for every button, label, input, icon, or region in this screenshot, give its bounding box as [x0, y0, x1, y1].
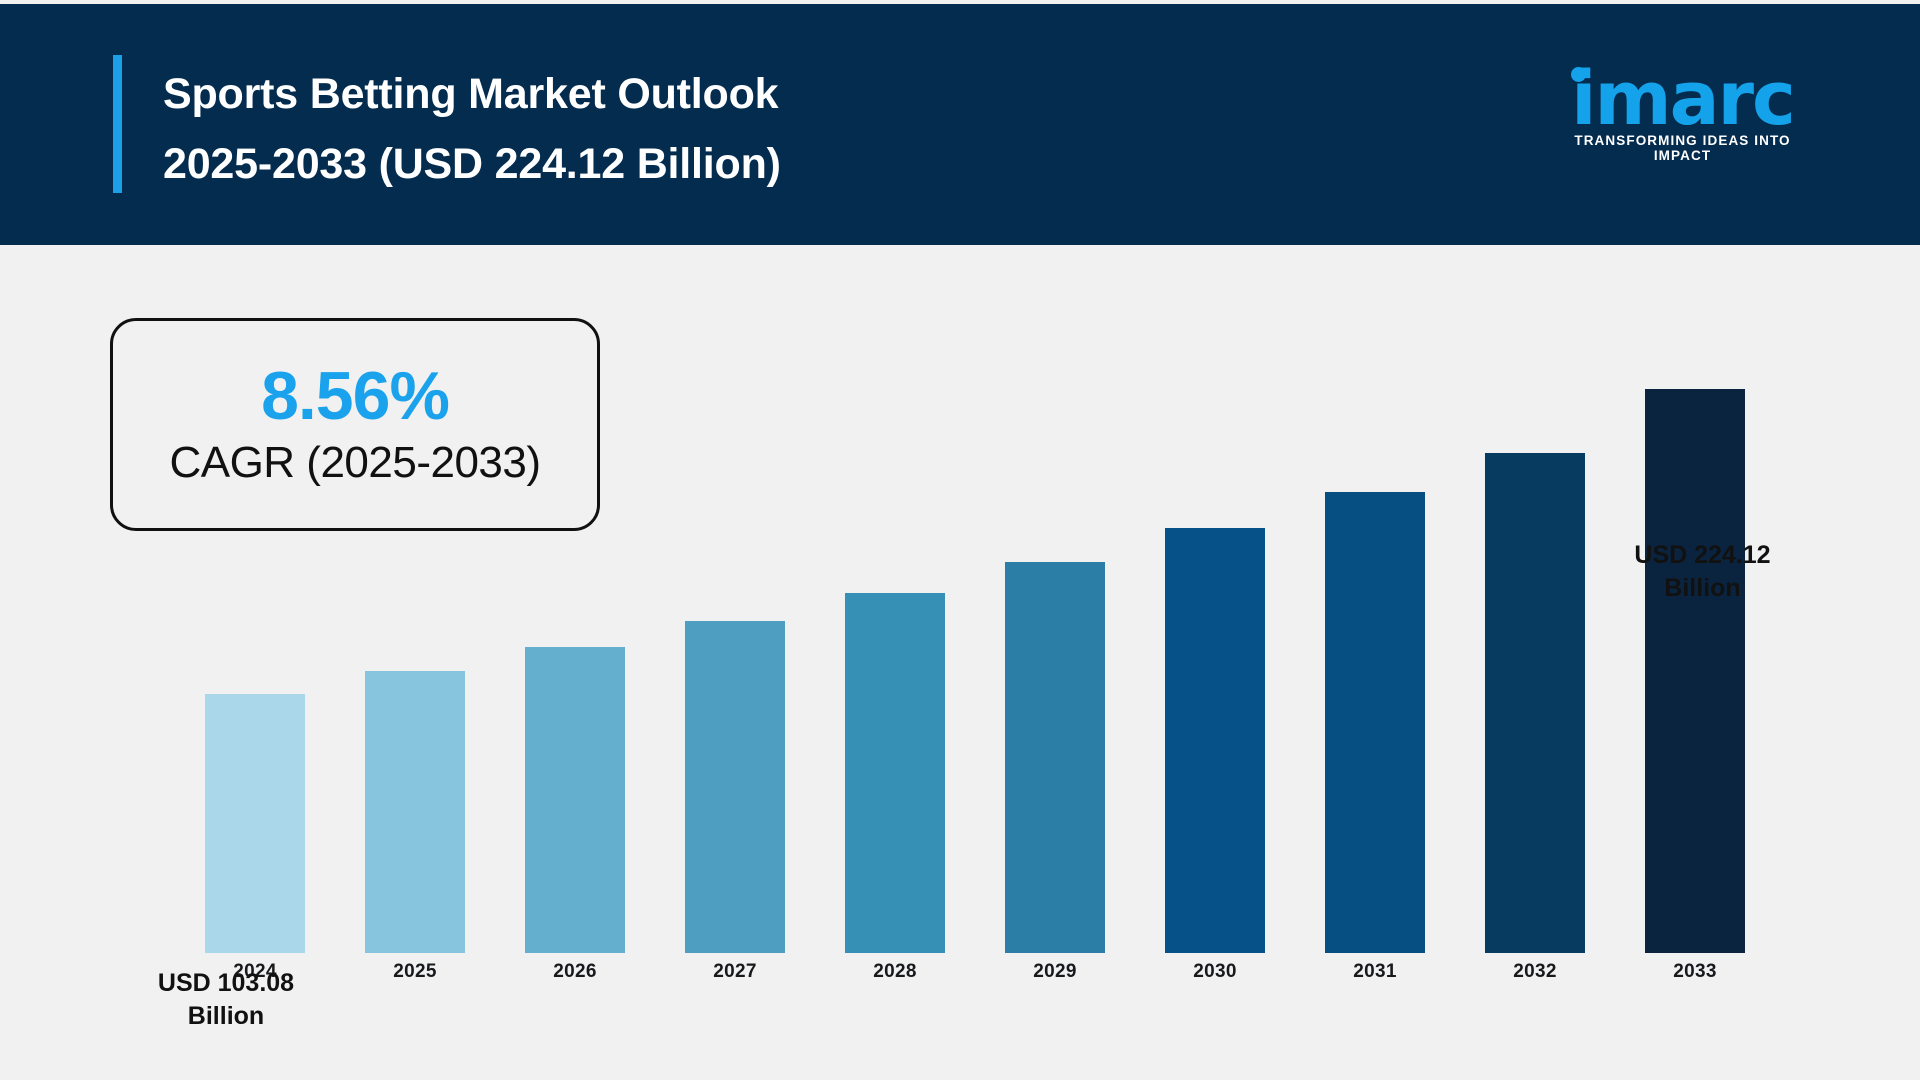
bar-2024[interactable]	[205, 694, 305, 953]
cagr-badge: 8.56% CAGR (2025-2033)	[110, 318, 600, 531]
title-line-1: Sports Betting Market Outlook	[163, 70, 779, 118]
header-banner: Sports Betting Market Outlook 2025-2033 …	[0, 4, 1920, 245]
end-value-line-2: Billion	[1664, 574, 1741, 602]
x-axis-tick-2027: 2027	[713, 961, 757, 982]
x-axis-tick-2031: 2031	[1353, 961, 1397, 982]
x-axis-tick-2029: 2029	[1033, 961, 1077, 982]
end-value-line-1: USD 224.12	[1634, 541, 1771, 569]
logo-dot-icon	[1571, 67, 1586, 82]
logo-tagline: TRANSFORMING IDEAS INTO IMPACT	[1574, 133, 1791, 163]
x-axis-tick-2025: 2025	[393, 961, 437, 982]
title-line-2: 2025-2033 (USD 224.12 Billion)	[163, 140, 781, 188]
bar-2031[interactable]	[1325, 492, 1425, 953]
x-axis-tick-2033: 2033	[1673, 961, 1717, 982]
cagr-label: CAGR (2025-2033)	[169, 437, 541, 487]
chart-plot-area: 2024 2025 2026 2027 2028 2029 2030 2031 2032 2033	[175, 245, 1775, 983]
x-axis-tick-2030: 2030	[1193, 961, 1237, 982]
bar-chart: 2024 2025 2026 2027 2028 2029 2030 2031 2032 2033…	[0, 245, 1920, 1080]
bar-2033[interactable]	[1645, 389, 1745, 953]
bar-2025[interactable]	[365, 671, 465, 953]
end-value-callout: USD 224.12 Billion	[1595, 539, 1810, 605]
start-value-callout: USD 103.08 Billion	[126, 967, 326, 1033]
logo-wordmark-label: imarc	[1571, 56, 1796, 142]
logo-wordmark-text: imarc	[1550, 59, 1815, 139]
header-accent-bar	[113, 55, 122, 193]
imarc-logo: imarc TRANSFORMING IDEAS INTO IMPACT	[1550, 59, 1815, 169]
bar-2030[interactable]	[1165, 528, 1265, 953]
bar-2029[interactable]	[1005, 562, 1105, 953]
x-axis-tick-2024: 2024	[233, 961, 277, 982]
cagr-value: 8.56%	[261, 357, 450, 434]
start-value-line-2: Billion	[187, 1002, 265, 1030]
bar-2028[interactable]	[845, 593, 945, 953]
bar-2026[interactable]	[525, 647, 625, 953]
bar-2032[interactable]	[1485, 453, 1585, 953]
start-value-line-1: USD 103.08	[157, 969, 295, 997]
x-axis-tick-2028: 2028	[873, 961, 917, 982]
x-axis-tick-2032: 2032	[1513, 961, 1557, 982]
x-axis-tick-2026: 2026	[553, 961, 597, 982]
page-title: Sports Betting Market Outlook 2025-2033 …	[163, 59, 1313, 199]
bar-2027[interactable]	[685, 621, 785, 953]
